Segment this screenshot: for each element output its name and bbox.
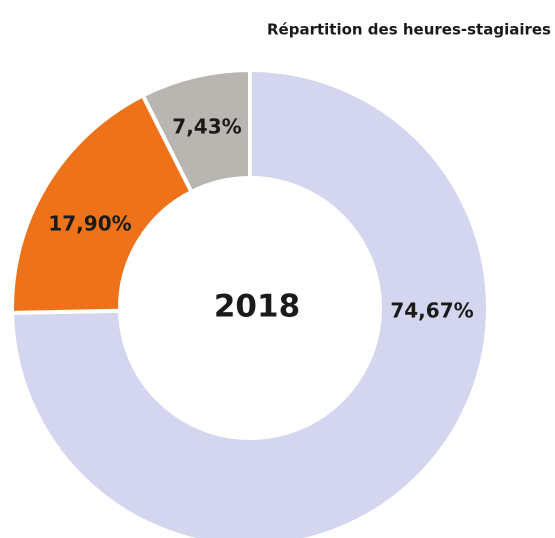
data-label: 17,90% [48, 212, 131, 236]
chart-title: Répartition des heures-stagiaires [267, 21, 551, 39]
data-label: 7,43% [172, 115, 241, 139]
donut-slice [10, 92, 195, 315]
data-label: 74,67% [390, 299, 473, 323]
donut-slice [10, 67, 490, 538]
center-label: 2018 [214, 289, 300, 325]
donut-slice [140, 67, 252, 195]
